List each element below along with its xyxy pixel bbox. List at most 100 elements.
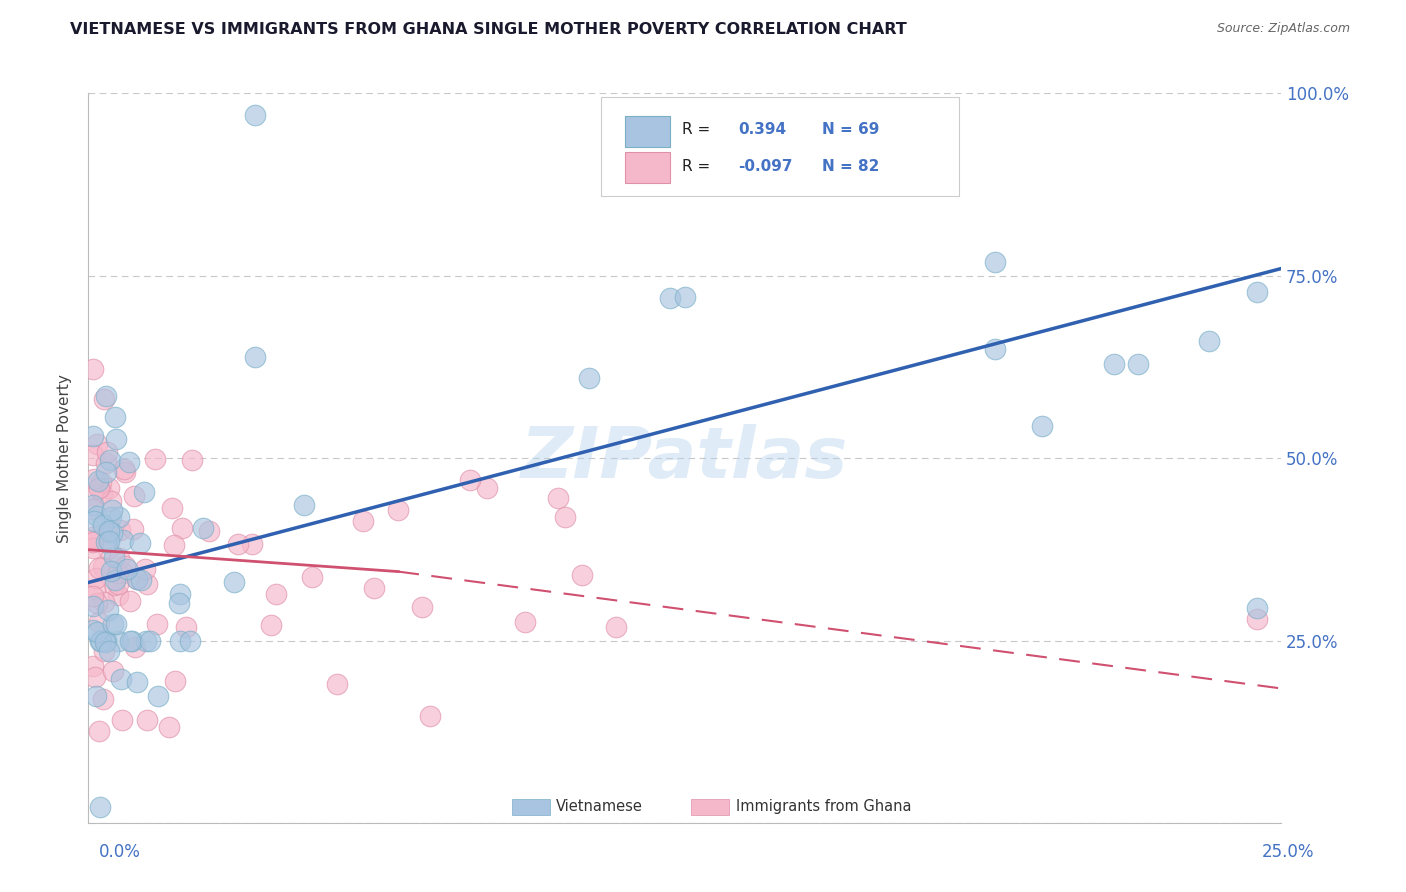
Point (103, 577, 125, 591)
Point (94, 389, 117, 403)
Text: R =: R = (682, 122, 710, 137)
Point (1031, 418, 1053, 433)
Point (118, 593, 141, 607)
Point (118, 455, 141, 469)
Point (121, 522, 143, 536)
Point (82, 659, 104, 673)
Point (82, 530, 104, 544)
Point (554, 509, 576, 524)
Point (89, 634, 111, 648)
Point (100, 510, 122, 524)
Point (120, 634, 142, 648)
Point (86, 625, 108, 640)
Point (108, 551, 131, 566)
Point (93, 595, 115, 609)
Point (97, 481, 120, 495)
Point (82, 487, 104, 501)
Point (90, 634, 112, 648)
Point (82, 533, 104, 547)
Point (112, 462, 135, 476)
Point (169, 587, 191, 601)
Point (1246, 285, 1268, 299)
Point (84, 571, 107, 585)
Point (1198, 334, 1220, 348)
Point (146, 617, 169, 632)
Point (191, 521, 214, 535)
Text: Source: ZipAtlas.com: Source: ZipAtlas.com (1216, 22, 1350, 36)
Point (605, 620, 627, 634)
Point (105, 432, 128, 446)
Point (222, 574, 245, 589)
Point (97, 603, 120, 617)
Point (83, 670, 105, 684)
Point (111, 714, 134, 728)
Point (101, 664, 124, 678)
Point (104, 573, 127, 587)
Point (1246, 601, 1268, 615)
Point (87, 723, 110, 738)
Point (89, 799, 111, 814)
Point (104, 409, 127, 424)
Point (129, 573, 152, 587)
Point (578, 371, 600, 385)
Text: VIETNAMESE VS IMMIGRANTS FROM GHANA SINGLE MOTHER POVERTY CORRELATION CHART: VIETNAMESE VS IMMIGRANTS FROM GHANA SING… (70, 22, 907, 37)
Point (172, 521, 194, 535)
Point (169, 634, 191, 648)
Point (93, 644, 115, 658)
Point (98, 533, 121, 548)
Point (96, 456, 118, 470)
Point (477, 481, 499, 495)
Point (87, 561, 110, 575)
Point (94, 635, 117, 649)
Point (264, 587, 287, 601)
Point (91, 518, 114, 533)
Point (100, 564, 122, 578)
Point (136, 576, 159, 591)
Point (87, 615, 110, 629)
Point (659, 291, 682, 305)
Point (136, 713, 159, 727)
Point (90, 475, 112, 490)
Point (139, 634, 162, 648)
Point (94, 535, 117, 549)
Point (132, 485, 155, 500)
Point (160, 501, 183, 516)
Point (91, 559, 114, 574)
Point (165, 673, 187, 688)
Point (134, 562, 156, 576)
Point (82, 498, 104, 512)
Text: Vietnamese: Vietnamese (555, 799, 643, 814)
Point (86, 596, 108, 610)
Point (105, 617, 128, 632)
Point (87, 474, 110, 488)
Point (181, 453, 204, 467)
Text: ZIPatlas: ZIPatlas (520, 424, 848, 493)
Y-axis label: Single Mother Poverty: Single Mother Poverty (58, 374, 72, 543)
Point (103, 549, 125, 564)
Point (411, 600, 433, 615)
Point (122, 489, 145, 503)
Point (108, 523, 131, 537)
Point (243, 108, 266, 122)
Point (86, 437, 108, 451)
Point (82, 599, 104, 613)
Point (86, 508, 108, 523)
Point (243, 351, 266, 365)
Text: 25.0%: 25.0% (1263, 843, 1315, 861)
Point (419, 709, 441, 723)
Point (162, 538, 184, 552)
Text: R =: R = (682, 159, 710, 174)
Point (89, 481, 111, 495)
Point (84, 582, 107, 597)
Point (83, 514, 105, 528)
Point (100, 503, 122, 517)
Point (179, 634, 201, 648)
Point (571, 567, 593, 582)
Point (110, 672, 132, 686)
Point (107, 510, 129, 524)
Point (1246, 612, 1268, 626)
Point (125, 674, 148, 689)
Point (93, 392, 115, 407)
Point (107, 589, 129, 603)
Point (121, 634, 143, 648)
